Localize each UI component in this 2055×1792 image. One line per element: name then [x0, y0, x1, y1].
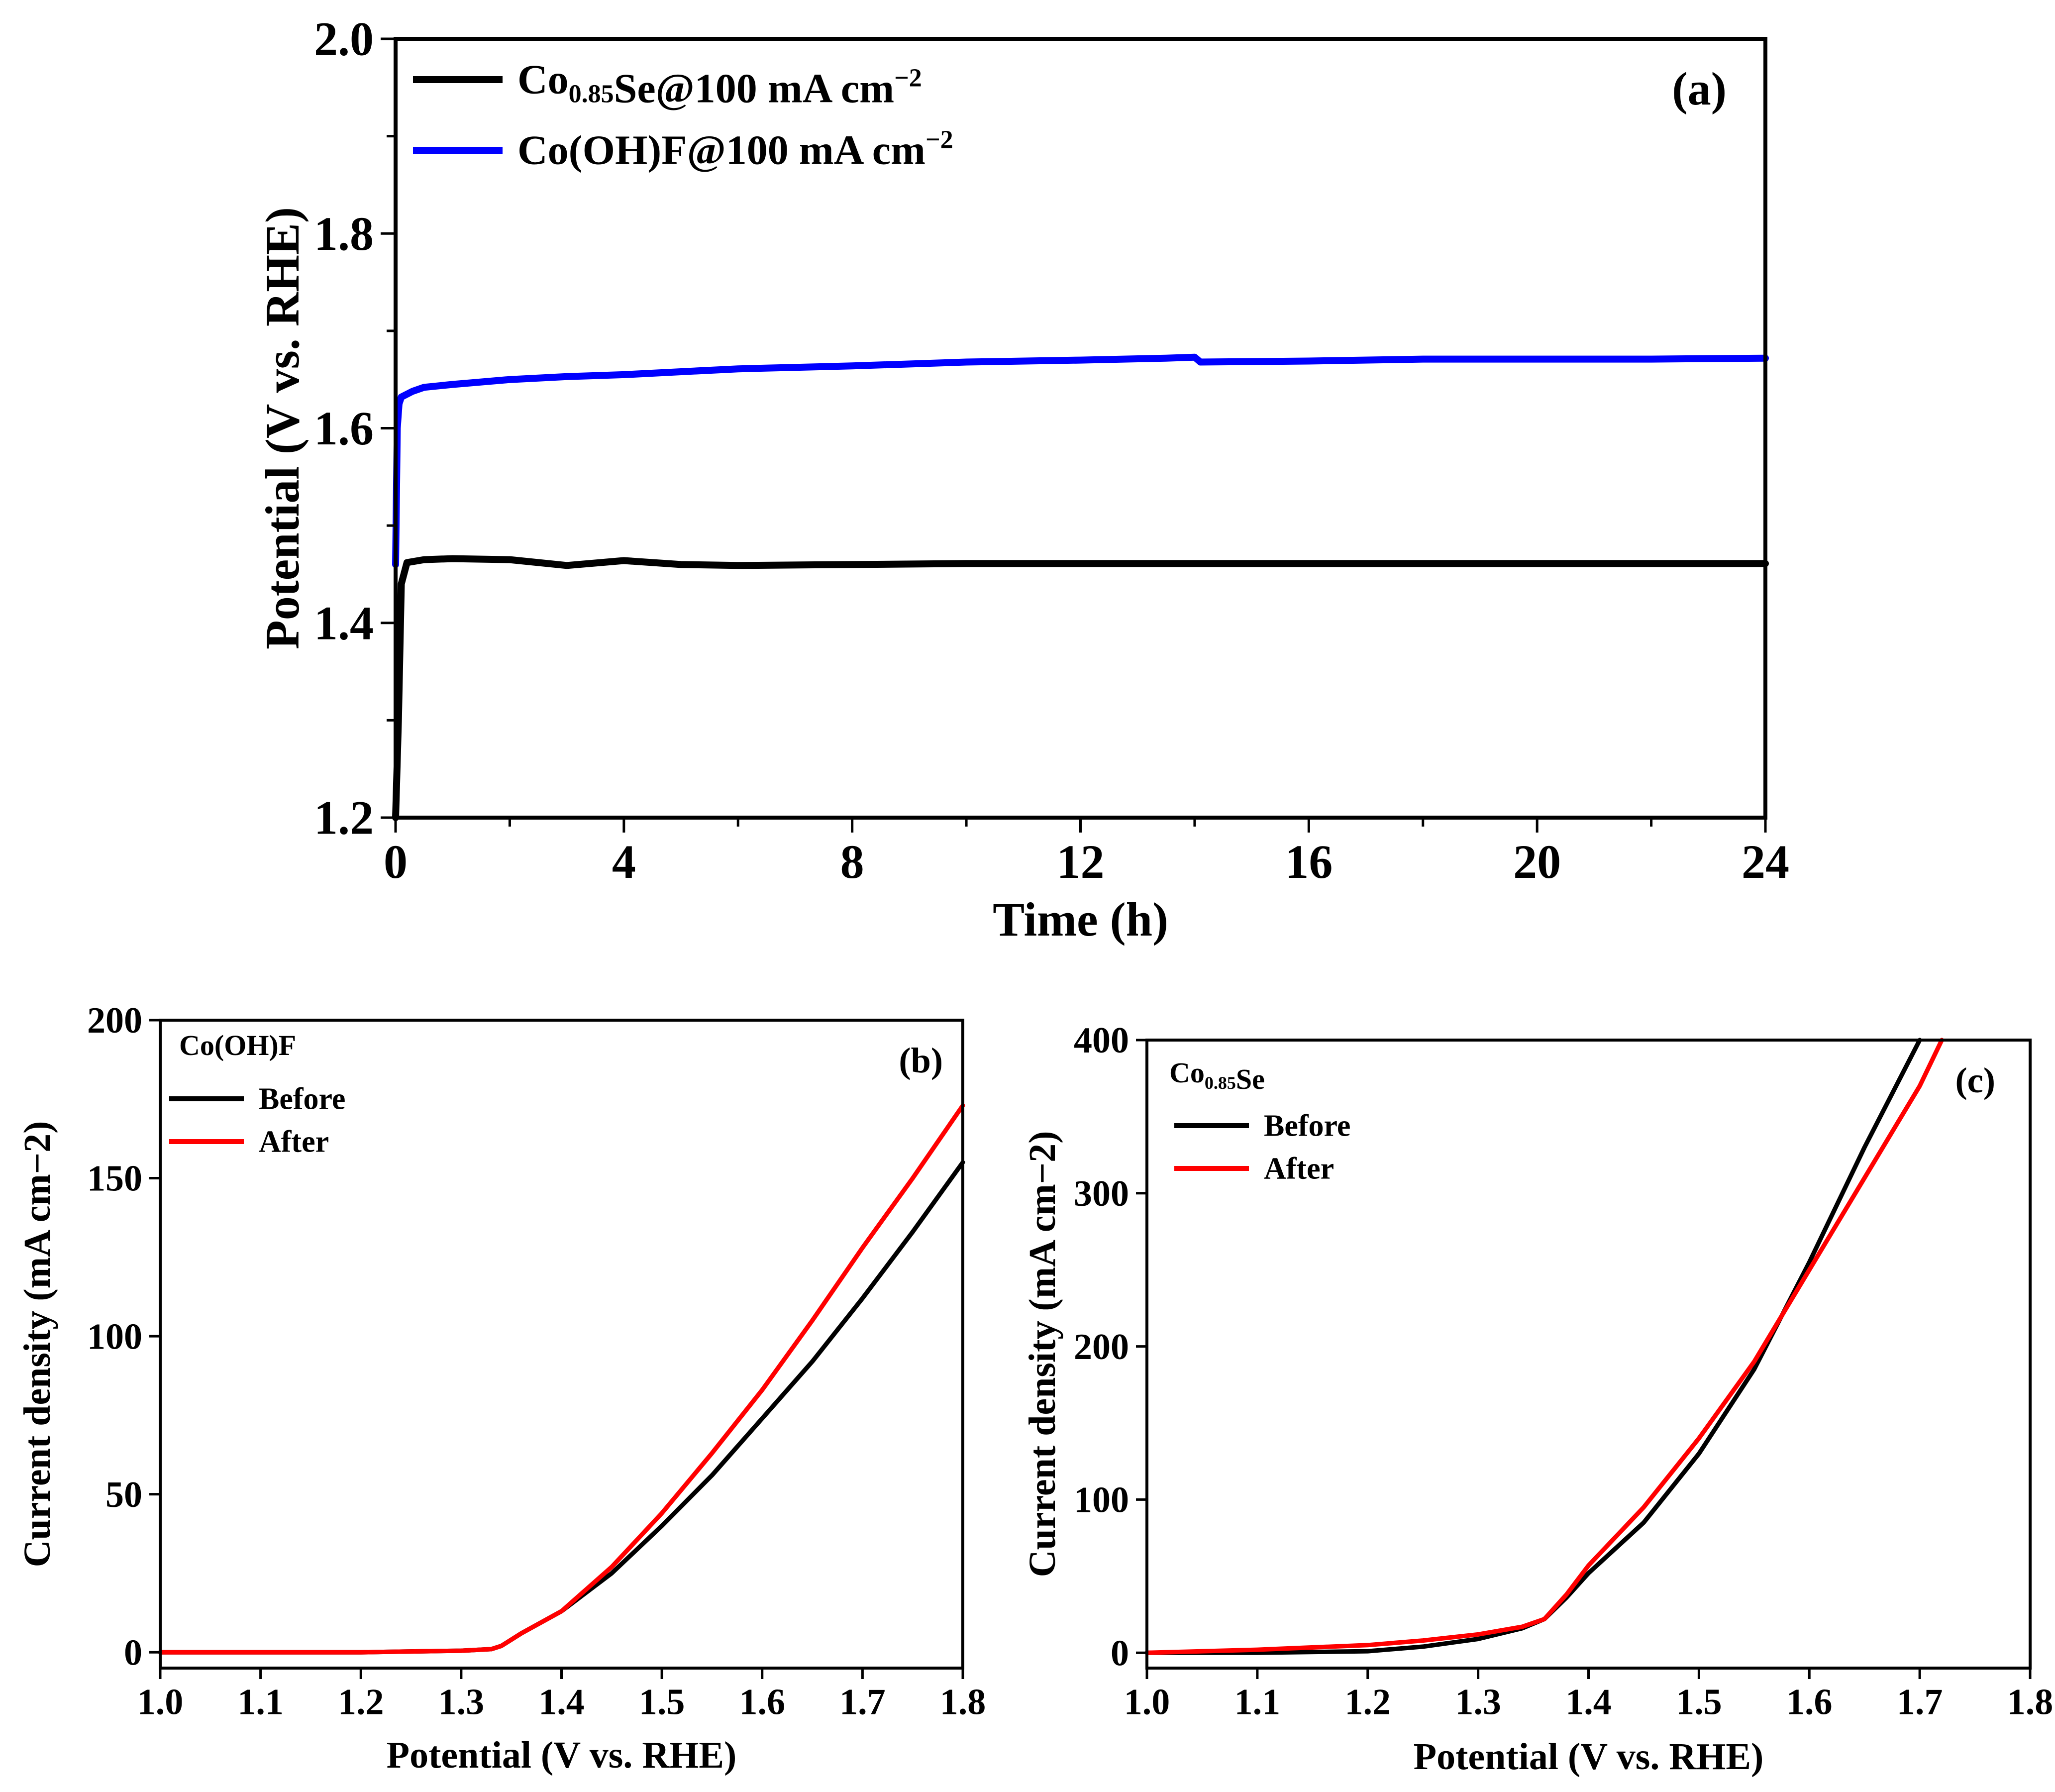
x-tick-label: 1.3: [438, 1682, 485, 1722]
x-tick-label: 20: [1513, 835, 1561, 888]
x-tick-label: 1.8: [2007, 1682, 2054, 1722]
y-axis-title: Current density (mA cm−2): [16, 1121, 58, 1568]
sample-label: Co(OH)F: [179, 1029, 296, 1061]
x-axis-title: Potential (V vs. RHE): [1414, 1736, 1764, 1778]
x-tick-label: 1.7: [839, 1682, 886, 1722]
panel-a: 0 4 8 12 16 20 24 1.2 1.4 1.6 1.8 2.0 Time (h) Potent…: [256, 12, 1789, 946]
panel-label: (a): [1672, 63, 1727, 115]
series-line-1: [392, 555, 1769, 821]
x-tick-label: 1.6: [739, 1682, 786, 1722]
x-tick-label: 4: [612, 835, 636, 888]
x-tick-label: 16: [1285, 835, 1333, 888]
y-tick-label: 2.0: [314, 12, 374, 66]
series-line-1: [1144, 1038, 1922, 1655]
plot-frame: [159, 1019, 964, 1670]
x-tick-label: 1.1: [237, 1682, 284, 1722]
x-tick-label: 1.1: [1234, 1682, 1281, 1722]
legend-label: After: [1264, 1152, 1334, 1185]
panel-b: 1.0 1.1 1.2 1.3 1.4 1.5 1.6 1.7 1.8 0 50 100 150 200 P…: [16, 1000, 986, 1776]
x-tick-label: 0: [384, 835, 408, 888]
y-tick-label: 0: [1111, 1633, 1129, 1674]
legend-label: Before: [259, 1082, 345, 1116]
panel-c: 1.0 1.1 1.2 1.3 1.4 1.5 1.6 1.7 1.8 0 100 200 300 400…: [1022, 1020, 2053, 1778]
legend-label: Co0.85Se@100 mA cm−2: [517, 57, 922, 112]
y-tick-label: 300: [1074, 1173, 1129, 1214]
x-tick-label: 1.5: [639, 1682, 685, 1722]
y-tick-label: 1.4: [314, 596, 374, 649]
y-tick-label: 100: [1074, 1480, 1129, 1521]
series-line-2: [392, 353, 1769, 568]
x-tick-label: 1.7: [1897, 1682, 1943, 1722]
y-axis-title: Current density (mA cm−2): [1022, 1131, 1063, 1578]
legend-label: Co(OH)F@100 mA cm−2: [517, 126, 953, 174]
x-tick-label: 1.0: [137, 1682, 184, 1722]
x-axis-title: Time (h): [993, 893, 1168, 946]
x-tick-label: 1.4: [538, 1682, 585, 1722]
x-tick-label: 24: [1742, 835, 1789, 888]
y-axis-title: Potential (V vs. RHE): [256, 207, 309, 649]
sample-label: Co0.85Se: [1169, 1056, 1265, 1095]
y-tick-label: 100: [87, 1316, 142, 1357]
x-tick-label: 1.3: [1455, 1682, 1501, 1722]
y-tick-label: 50: [105, 1475, 142, 1515]
panel-label: (b): [899, 1040, 943, 1080]
y-tick-label: 150: [87, 1159, 142, 1199]
x-tick-label: 1.2: [338, 1682, 384, 1722]
y-tick-label: 0: [124, 1632, 142, 1673]
x-tick-label: 1.4: [1565, 1682, 1612, 1722]
y-tick-label: 1.6: [314, 402, 374, 455]
series-line-2: [158, 1103, 965, 1655]
y-tick-label: 200: [1074, 1327, 1129, 1368]
series-line-2: [1144, 1038, 1944, 1655]
series-line-1: [158, 1160, 965, 1655]
x-tick-label: 1.8: [940, 1682, 986, 1722]
panel-label: (c): [1955, 1060, 1995, 1100]
y-tick-label: 1.2: [314, 791, 374, 844]
x-tick-label: 1.2: [1345, 1682, 1391, 1722]
y-tick-label: 1.8: [314, 207, 374, 260]
y-tick-label: 200: [87, 1000, 142, 1041]
x-tick-label: 1.5: [1676, 1682, 1722, 1722]
x-tick-label: 8: [840, 835, 864, 888]
y-tick-label: 400: [1074, 1020, 1129, 1061]
x-axis-title: Potential (V vs. RHE): [387, 1734, 737, 1776]
legend-label: Before: [1264, 1109, 1350, 1143]
x-tick-label: 12: [1057, 835, 1105, 888]
legend-label: After: [259, 1125, 329, 1159]
x-tick-label: 1.6: [1786, 1682, 1833, 1722]
x-tick-label: 1.0: [1124, 1682, 1170, 1722]
